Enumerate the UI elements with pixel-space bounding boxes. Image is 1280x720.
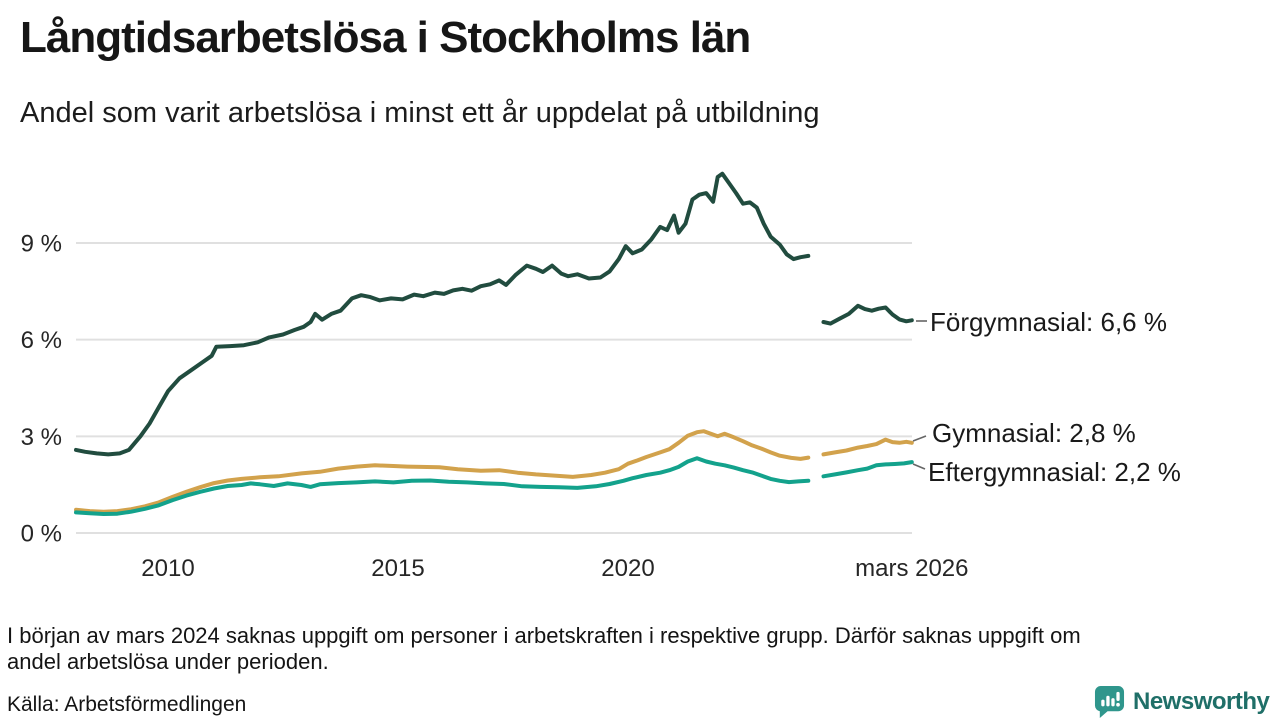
x-axis-tick-label: 2015 [371,555,424,582]
gridlines [76,242,912,534]
y-axis-tick-label: 6 % [21,327,62,354]
series-line-eftergymnasial [74,456,811,516]
label-connectors [912,320,927,470]
page-title: Långtidsarbetslösa i Stockholms län [20,13,751,62]
label-connector-1 [912,435,927,442]
label-connector-2 [912,463,926,470]
x-axis-tick-label: 2020 [601,555,654,582]
newsworthy-wordmark: Newsworthy [1133,688,1270,715]
series-end-label-forgymnasial: Förgymnasial: 6,6 % [930,307,1167,337]
series-line-gymnasial [821,437,914,457]
newsworthy-logo-icon [1094,686,1125,718]
y-axis-tick-label: 3 % [21,424,62,451]
newsworthy-logo: Newsworthy [1094,685,1270,719]
series-lines [74,171,914,516]
line-chart: 0 % 3 % 6 % 9 % 2010 2015 2020 mars 2026 [21,171,969,582]
footnote-line-2: andel arbetslösa under perioden. [7,649,329,674]
x-axis-tick-label: 2010 [141,555,194,582]
series-end-label-eftergymnasial: Eftergymnasial: 2,2 % [928,457,1181,487]
series-line-förgymnasial [74,171,811,457]
page-subtitle: Andel som varit arbetslösa i minst ett å… [20,97,820,129]
source-note: Källa: Arbetsförmedlingen [7,693,247,716]
series-line-gymnasial [74,429,811,514]
series-line-förgymnasial [821,303,914,326]
x-axis-tick-label: mars 2026 [855,555,968,582]
y-axis-tick-label: 9 % [21,231,62,258]
footnote: I början av mars 2024 saknas uppgift om … [7,623,1081,675]
series-line-eftergymnasial [821,460,914,479]
axis-tick-labels: 0 % 3 % 6 % 9 % 2010 2015 2020 mars 2026 [21,231,969,582]
footnote-line-1: I början av mars 2024 saknas uppgift om … [7,623,1081,648]
y-axis-tick-label: 0 % [21,521,62,548]
series-end-label-gymnasial: Gymnasial: 2,8 % [932,418,1136,448]
